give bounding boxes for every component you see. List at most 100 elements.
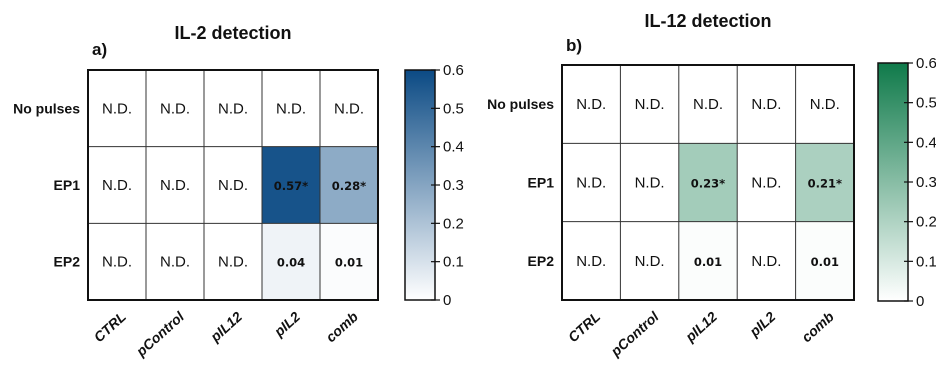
heatmap-cell [620, 65, 679, 144]
cell-label: N.D. [218, 177, 248, 194]
heatmap-cell [320, 70, 378, 147]
cell-label: N.D. [693, 96, 723, 113]
panel-a: IL-2 detection a) N.D. N.D. N.D. N.D. N.D.N.… [13, 23, 464, 360]
cell-label: N.D. [218, 100, 248, 117]
heatmap-cell [562, 143, 621, 222]
cell-label: N.D. [102, 254, 132, 271]
panel-b: IL-12 detection b) N.D. N.D. N.D. N.D. N.D. N… [487, 11, 936, 360]
colorbar-tick-label: 0 [443, 292, 451, 309]
panel-b-row-labels: No pulses EP1 EP2 [487, 96, 554, 269]
heatmap-cell [320, 223, 378, 300]
cell-label: 0.01 [335, 256, 363, 270]
cell-label: N.D. [160, 177, 190, 194]
heatmap-cell [146, 146, 204, 224]
panel-a-row-labels: No pulses EP1 EP2 [13, 100, 80, 269]
panel-a-colorbar: 0 0.1 0.2 0.3 0.4 0.5 0.6 [404, 62, 464, 309]
column-label: pControl [132, 308, 188, 360]
heatmap-cell [262, 223, 320, 300]
column-label: pIL2 [746, 308, 779, 340]
colorbar-tick-label: 0.5 [916, 95, 936, 112]
heatmap-cell [620, 143, 679, 222]
column-label: comb [798, 308, 837, 345]
colorbar-gradient [405, 70, 435, 300]
heatmap-cell [146, 223, 204, 300]
cell-label: N.D. [276, 100, 306, 117]
heatmap-cell [204, 146, 262, 224]
colorbar-tick-label: 0.6 [443, 62, 464, 79]
panel-b-column-labels: CTRL pControl pIL12 pIL2 comb [565, 308, 837, 360]
cell-label: N.D. [751, 175, 781, 192]
column-label: CTRL [91, 308, 129, 345]
heatmap-cell [678, 221, 738, 300]
cell-label: N.D. [576, 175, 606, 192]
panel-a-heatmap: N.D. N.D. N.D. N.D. N.D. N.D. N.D. N.D. 0.57* 0.2… [87, 69, 379, 301]
cell-label: N.D. [751, 96, 781, 113]
colorbar-tick-label: 0.1 [443, 254, 464, 271]
heatmap-cell [262, 70, 320, 147]
cell-label: N.D. [334, 100, 364, 117]
colorbar-gradient [878, 63, 908, 301]
colorbar-tick-label: 0.1 [916, 253, 936, 270]
cell-label: 0.04 [277, 256, 305, 270]
cell-label: N.D. [102, 177, 132, 194]
heatmap-cell [678, 143, 738, 222]
colorbar-tick-label: 0.4 [443, 139, 464, 156]
cell-label: 0.01 [694, 255, 722, 269]
heatmap-cell [146, 70, 204, 147]
panel-a-column-labels: CTRL pControl pIL12 pIL2 comb [91, 308, 362, 360]
cell-label: N.D. [160, 100, 190, 117]
cell-label: N.D. [635, 253, 665, 270]
cell-label: N.D. [218, 254, 248, 271]
heatmap-cell [562, 221, 621, 300]
row-label: EP2 [54, 254, 81, 270]
row-label: No pulses [13, 100, 80, 116]
heatmap-cell [88, 223, 146, 300]
heatmap-cell [204, 70, 262, 147]
heatmap-cell [320, 146, 378, 224]
row-label: No pulses [487, 96, 554, 112]
heatmap-frame [561, 64, 855, 301]
cell-label: N.D. [576, 253, 606, 270]
heatmap-cell [795, 65, 854, 144]
column-label: comb [323, 308, 362, 345]
cell-label: 0.21* [808, 177, 842, 191]
panel-b-heatmap: N.D. N.D. N.D. N.D. N.D. N.D. N.D. 0.23* N.D. 0.2… [561, 64, 855, 301]
heatmap-cell [88, 146, 146, 224]
row-label: EP1 [528, 175, 555, 191]
colorbar-tick-label: 0 [916, 293, 924, 310]
heatmap-cell [562, 65, 621, 144]
heatmap-cell [620, 221, 679, 300]
cell-label: 0.23* [691, 177, 725, 191]
colorbar-tick-label: 0.3 [916, 174, 936, 191]
heatmap-cell [737, 221, 796, 300]
panel-b-title: IL-12 detection [644, 11, 771, 31]
colorbar-tick-label: 0.3 [443, 177, 464, 194]
cell-label: N.D. [576, 96, 606, 113]
cell-label: 0.57* [274, 179, 308, 193]
cell-label: N.D. [160, 254, 190, 271]
column-label: pControl [607, 308, 663, 360]
heatmap-cell [88, 70, 146, 147]
row-label: EP1 [54, 177, 81, 193]
column-label: CTRL [565, 308, 603, 345]
cell-label: 0.01 [811, 255, 839, 269]
panel-b-letter: b) [566, 36, 582, 55]
colorbar-tick-label: 0.2 [916, 214, 936, 231]
heatmap-cell [737, 143, 796, 222]
column-label: pIL12 [206, 308, 245, 345]
cell-label: 0.28* [332, 179, 366, 193]
colorbar-tick-label: 0.6 [916, 55, 936, 72]
heatmap-cell [204, 223, 262, 300]
heatmap-cell [795, 221, 854, 300]
heatmap-cell [795, 143, 854, 222]
cell-label: N.D. [102, 100, 132, 117]
colorbar-tick-label: 0.5 [443, 100, 464, 117]
column-label: pIL12 [681, 308, 720, 345]
heatmap-cell [678, 65, 738, 144]
heatmap-cell [737, 65, 796, 144]
colorbar-tick-label: 0.4 [916, 134, 936, 151]
panel-a-letter: a) [92, 40, 107, 59]
colorbar-tick-label: 0.2 [443, 215, 464, 232]
heatmap-cell [262, 146, 320, 224]
